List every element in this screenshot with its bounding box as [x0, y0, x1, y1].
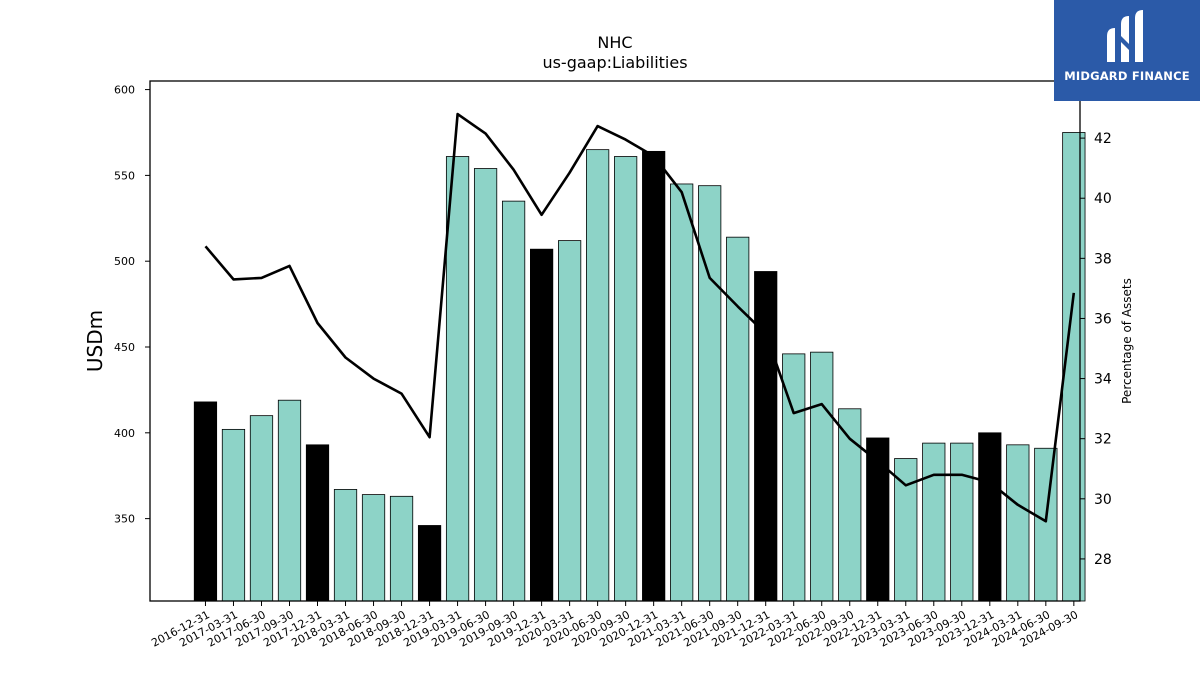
line-percentage-of-assets — [204, 112, 1076, 523]
bar — [305, 444, 330, 602]
bar — [501, 200, 526, 602]
bar — [361, 494, 386, 602]
y2-tick-label: 34 — [1094, 372, 1112, 388]
plot-frame — [149, 80, 1081, 602]
bar — [249, 415, 274, 602]
chart-subtitle: us-gaap:Liabilities — [542, 53, 687, 72]
y2-tick-label: 40 — [1094, 191, 1112, 207]
bar — [221, 428, 246, 602]
y-tick-label: 350 — [114, 513, 135, 526]
bar — [642, 150, 666, 602]
chart-title: NHC — [597, 33, 632, 52]
bar — [277, 399, 302, 602]
bar — [614, 156, 638, 602]
bar — [473, 168, 498, 602]
bar — [1034, 447, 1058, 602]
bar — [726, 236, 750, 602]
bar — [193, 401, 218, 602]
bar — [1006, 444, 1030, 602]
bar — [333, 489, 358, 602]
bar — [922, 442, 946, 602]
bar — [670, 183, 694, 602]
bar-series — [193, 132, 1086, 602]
y2-tick-label: 42 — [1094, 131, 1112, 147]
y-tick-label: 550 — [114, 169, 135, 182]
y2-tick-label: 38 — [1094, 251, 1112, 267]
bar — [389, 495, 414, 602]
bar — [586, 149, 610, 602]
y-axis-label: USDm — [83, 310, 107, 372]
logo-text: MIDGARD FINANCE — [1064, 69, 1190, 83]
bar — [698, 185, 722, 602]
y-axis-right: 28 30 32 34 36 38 40 42 — [1080, 131, 1112, 568]
bar — [530, 248, 554, 602]
y-axis-left: 350 400 450 500 550 600 — [114, 84, 150, 526]
y2-axis-label: Percentage of Assets — [1120, 278, 1134, 404]
x-axis: 2016-12-312017-03-312017-06-302017-09-30… — [149, 601, 1080, 650]
y2-tick-label: 30 — [1094, 492, 1112, 508]
bar — [417, 525, 442, 602]
bar — [754, 271, 778, 602]
bar — [445, 156, 470, 602]
y2-tick-label: 28 — [1094, 552, 1112, 568]
y-tick-label: 400 — [114, 427, 135, 440]
y-tick-label: 450 — [114, 341, 135, 354]
midgard-finance-logo: MIDGARD FINANCE — [1054, 0, 1200, 101]
midgard-logo-mark-icon — [1107, 10, 1143, 62]
bar — [558, 240, 582, 602]
bar — [978, 432, 1002, 602]
bar — [950, 442, 974, 602]
y-tick-label: 500 — [114, 255, 135, 268]
bar — [810, 351, 834, 602]
line-series — [204, 112, 1076, 523]
y-tick-label: 600 — [114, 84, 135, 97]
y2-tick-label: 32 — [1094, 432, 1112, 448]
y2-tick-label: 36 — [1094, 311, 1112, 327]
